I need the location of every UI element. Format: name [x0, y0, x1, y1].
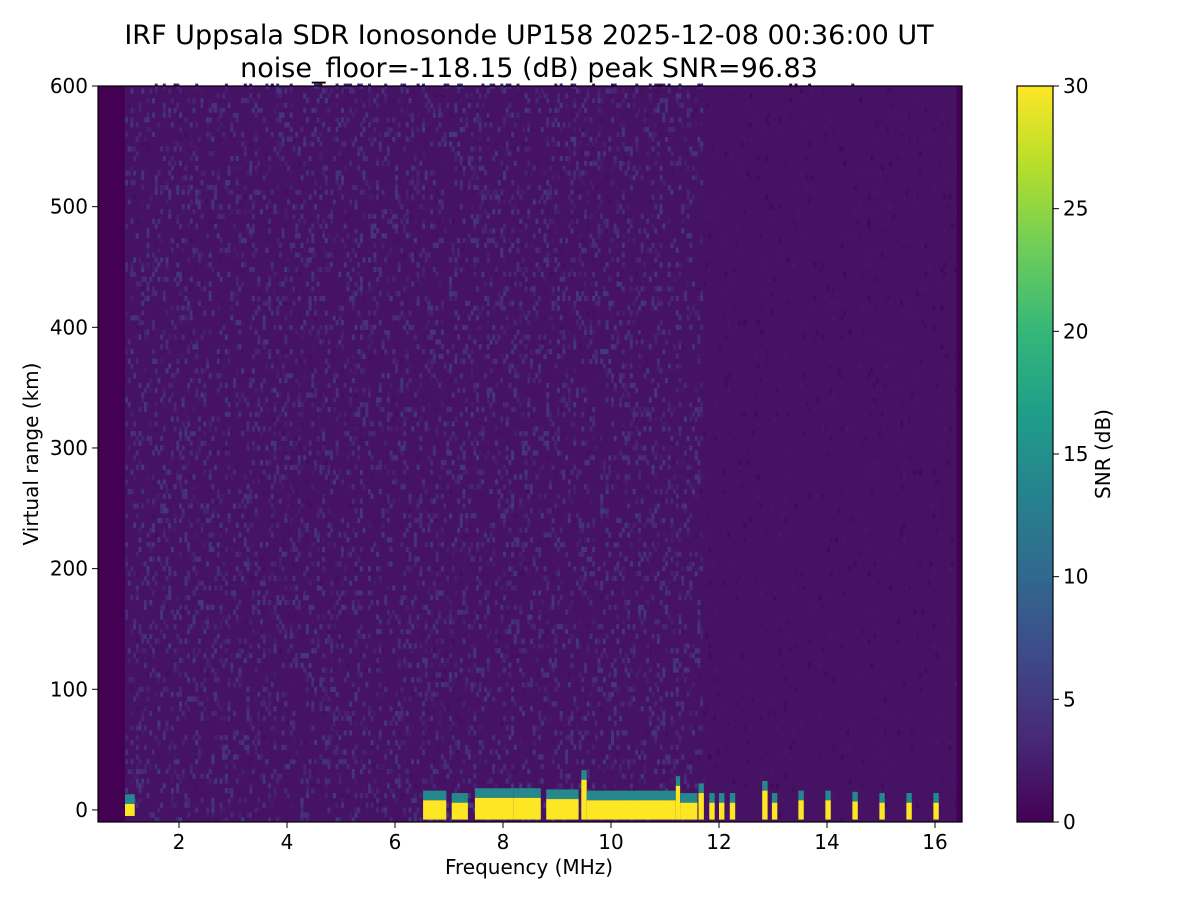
echo-fringe [546, 789, 578, 799]
echo-block [730, 803, 735, 820]
x-tick-label: 4 [281, 830, 294, 854]
colorbar-tick-label: 5 [1063, 687, 1076, 711]
echo-block [719, 803, 724, 820]
x-tick-label: 10 [598, 830, 623, 854]
echo-fringe [676, 776, 680, 786]
echo-block [879, 803, 884, 820]
echo-fringe [698, 783, 703, 793]
colorbar-tick-label: 15 [1063, 442, 1088, 466]
echo-fringe [514, 788, 541, 798]
echo-block [514, 798, 541, 820]
colorbar-tick-label: 30 [1063, 74, 1088, 98]
echo-block [581, 780, 586, 820]
echo-block [825, 800, 830, 819]
echo-fringe [423, 791, 446, 801]
echo-block [852, 801, 857, 819]
y-tick-label: 300 [50, 436, 88, 460]
y-tick-label: 600 [50, 74, 88, 98]
x-tick-label: 8 [497, 830, 510, 854]
y-tick-label: 200 [50, 557, 88, 581]
x-axis-label: Frequency (MHz) [445, 855, 613, 879]
echo-block [452, 803, 468, 820]
echo-fringe [125, 794, 135, 804]
echo-fringe [730, 793, 735, 803]
x-tick-label: 14 [814, 830, 839, 854]
echo-fringe [680, 793, 697, 803]
y-tick-label: 500 [50, 195, 88, 219]
echo-fringe [852, 792, 857, 802]
y-tick-label: 0 [75, 798, 88, 822]
echo-fringe [452, 793, 468, 803]
echo-fringe [581, 770, 586, 780]
echo-block [475, 798, 514, 820]
x-tick-label: 2 [173, 830, 186, 854]
colorbar-tick-label: 25 [1063, 197, 1088, 221]
echo-block [762, 791, 767, 820]
y-axis-label: Virtual range (km) [19, 363, 43, 546]
echo-fringe [825, 791, 830, 801]
colorbar-tick-label: 10 [1063, 565, 1088, 589]
echo-block [906, 803, 911, 820]
echo-fringe [587, 791, 676, 801]
echo-fringe [709, 793, 714, 803]
colorbar-gradient [1017, 86, 1053, 822]
echo-fringe [906, 793, 911, 803]
colorbar-tick-label: 20 [1063, 319, 1088, 343]
colorbar: 0 5 10 15 20 25 30 [1017, 74, 1088, 834]
echo-block [698, 793, 703, 820]
heatmap-plot-area [98, 84, 962, 823]
echo-block [125, 804, 135, 816]
echo-block [676, 786, 680, 820]
echo-block [933, 803, 938, 820]
echo-block [680, 803, 697, 820]
echo-block [546, 799, 578, 820]
y-axis: 0 100 200 300 400 500 600 [50, 74, 98, 822]
echo-block [423, 800, 446, 819]
echo-block [798, 800, 803, 819]
chart-subtitle: noise_floor=-118.15 (dB) peak SNR=96.83 [240, 53, 818, 84]
echo-block [772, 803, 777, 820]
y-tick-label: 100 [50, 677, 88, 701]
x-tick-label: 16 [922, 830, 947, 854]
colorbar-tick-label: 0 [1063, 810, 1076, 834]
y-tick-label: 400 [50, 315, 88, 339]
echo-fringe [475, 788, 514, 798]
echo-fringe [933, 793, 938, 803]
echo-block [709, 803, 714, 820]
x-axis: 2 4 6 8 10 12 14 16 [173, 822, 948, 854]
echo-fringe [798, 791, 803, 801]
x-tick-label: 6 [389, 830, 402, 854]
chart-title: IRF Uppsala SDR Ionosonde UP158 2025-12-… [124, 20, 934, 51]
echo-fringe [772, 793, 777, 803]
colorbar-label: SNR (dB) [1091, 409, 1115, 499]
echo-fringe [719, 793, 724, 803]
echo-block [587, 800, 676, 819]
echo-fringe [762, 781, 767, 791]
x-tick-label: 12 [706, 830, 731, 854]
echo-fringe [879, 793, 884, 803]
